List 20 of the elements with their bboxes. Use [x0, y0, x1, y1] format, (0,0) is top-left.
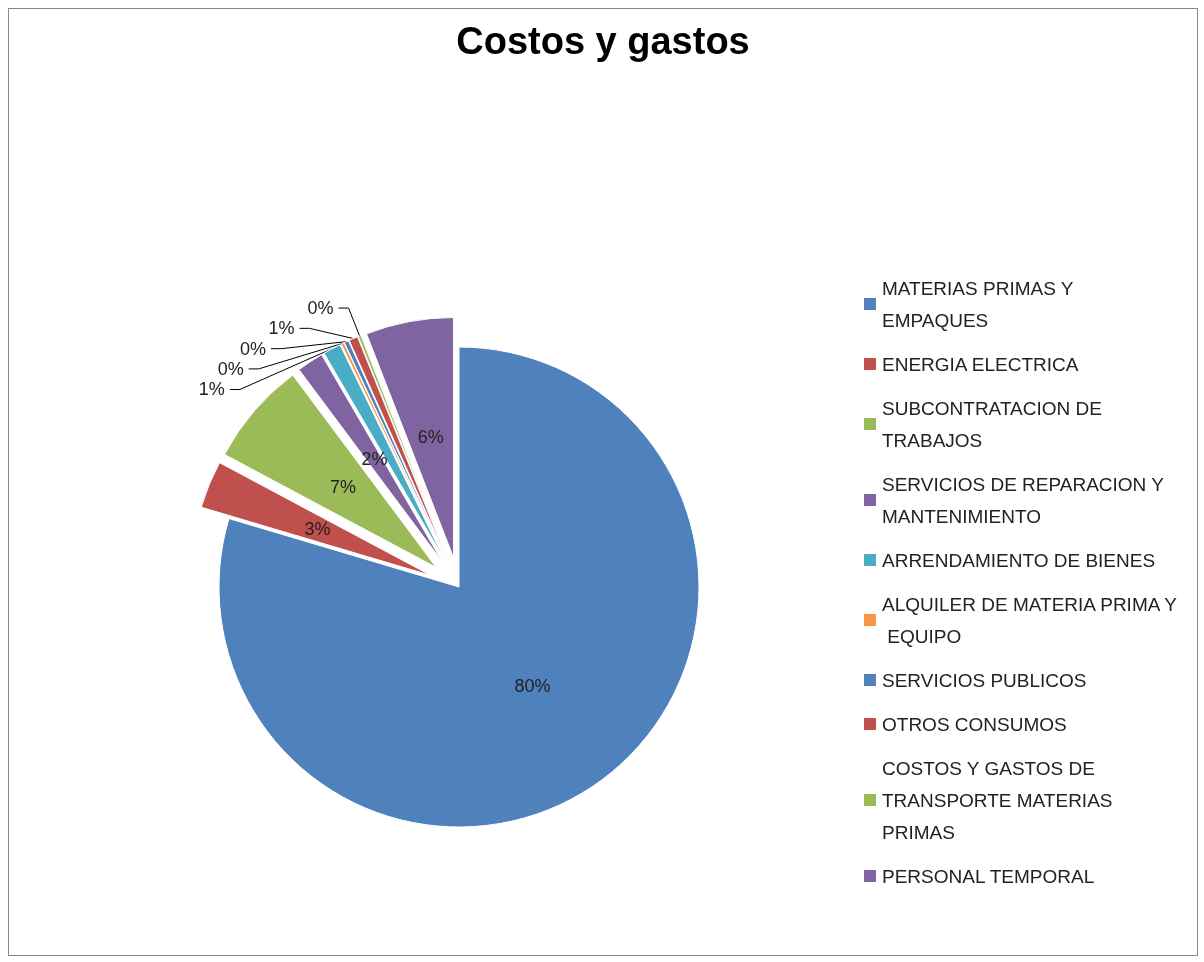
legend-label: MATERIAS PRIMAS Y EMPAQUES: [882, 277, 1079, 331]
data-label: 1%: [198, 379, 225, 400]
data-label: 80%: [514, 675, 551, 696]
legend-label: SUBCONTRATACION DE TRABAJOS: [882, 397, 1108, 451]
data-label: 6%: [417, 426, 444, 447]
data-label: 0%: [239, 338, 266, 359]
data-label: 3%: [304, 518, 331, 539]
legend-label: ARRENDAMIENTO DE BIENES: [882, 549, 1156, 571]
data-label: 1%: [268, 318, 295, 339]
data-label: 0%: [307, 298, 334, 319]
legend-label: PERSONAL TEMPORAL: [882, 865, 1095, 887]
legend-label: ENERGIA ELECTRICA: [882, 353, 1079, 375]
chart-title: Costos y gastos: [456, 20, 750, 62]
legend-label: SERVICIOS PUBLICOS: [882, 669, 1087, 691]
legend-label: OTROS CONSUMOS: [882, 713, 1067, 735]
legend-label: ALQUILER DE MATERIA PRIMA Y EQUIPO: [882, 593, 1178, 647]
data-label: 0%: [217, 358, 244, 379]
data-label: 7%: [329, 477, 356, 498]
legend-label: SERVICIOS DE REPARACION Y MANTENIMIENTO: [882, 473, 1169, 527]
legend-label: COSTOS Y GASTOS DE TRANSPORTE MATERIAS PRIMAS: [882, 757, 1118, 843]
